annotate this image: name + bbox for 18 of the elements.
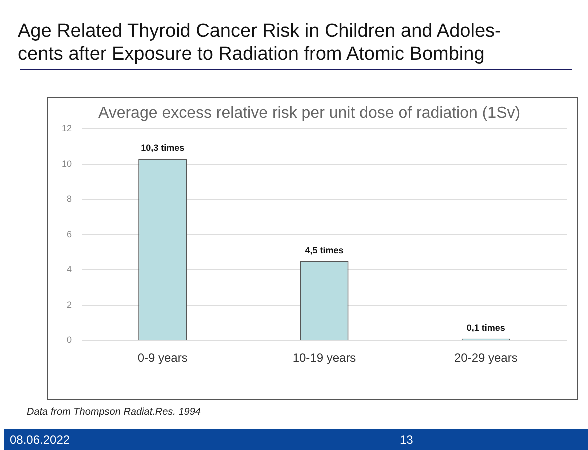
chart-title: Age Related Thyroid Cancer Risk in Children and Adoles- cents after Exposure to Radiation from Atomic Bombing bbox=[18, 20, 502, 66]
x-tick-label: 20-29 years bbox=[454, 351, 518, 366]
chart-subtitle: Average excess relative risk per unit dose of radiation (1Sv) bbox=[98, 105, 521, 122]
data-label: 10,3 times bbox=[141, 143, 185, 154]
data-label: 0,1 times bbox=[466, 322, 506, 333]
y-tick-label: 12 bbox=[62, 124, 72, 134]
x-tick-label: 0-9 years bbox=[138, 351, 188, 366]
y-tick-label: 10 bbox=[62, 158, 72, 169]
text: 13 bbox=[400, 433, 414, 447]
y-tick-label: 8 bbox=[66, 194, 72, 204]
text: Data from Thompson Radiat.Res. 1994 bbox=[27, 407, 201, 418]
y-tick-label: 6 bbox=[66, 229, 72, 240]
text: 08.06.2022 bbox=[10, 433, 70, 447]
data-label: 4,5 times bbox=[305, 245, 344, 256]
x-tick-label: 10-19 years bbox=[292, 351, 356, 366]
y-tick-label: 4 bbox=[66, 264, 72, 275]
y-tick-label: 0 bbox=[66, 335, 72, 346]
y-tick-label: 2 bbox=[66, 300, 72, 310]
